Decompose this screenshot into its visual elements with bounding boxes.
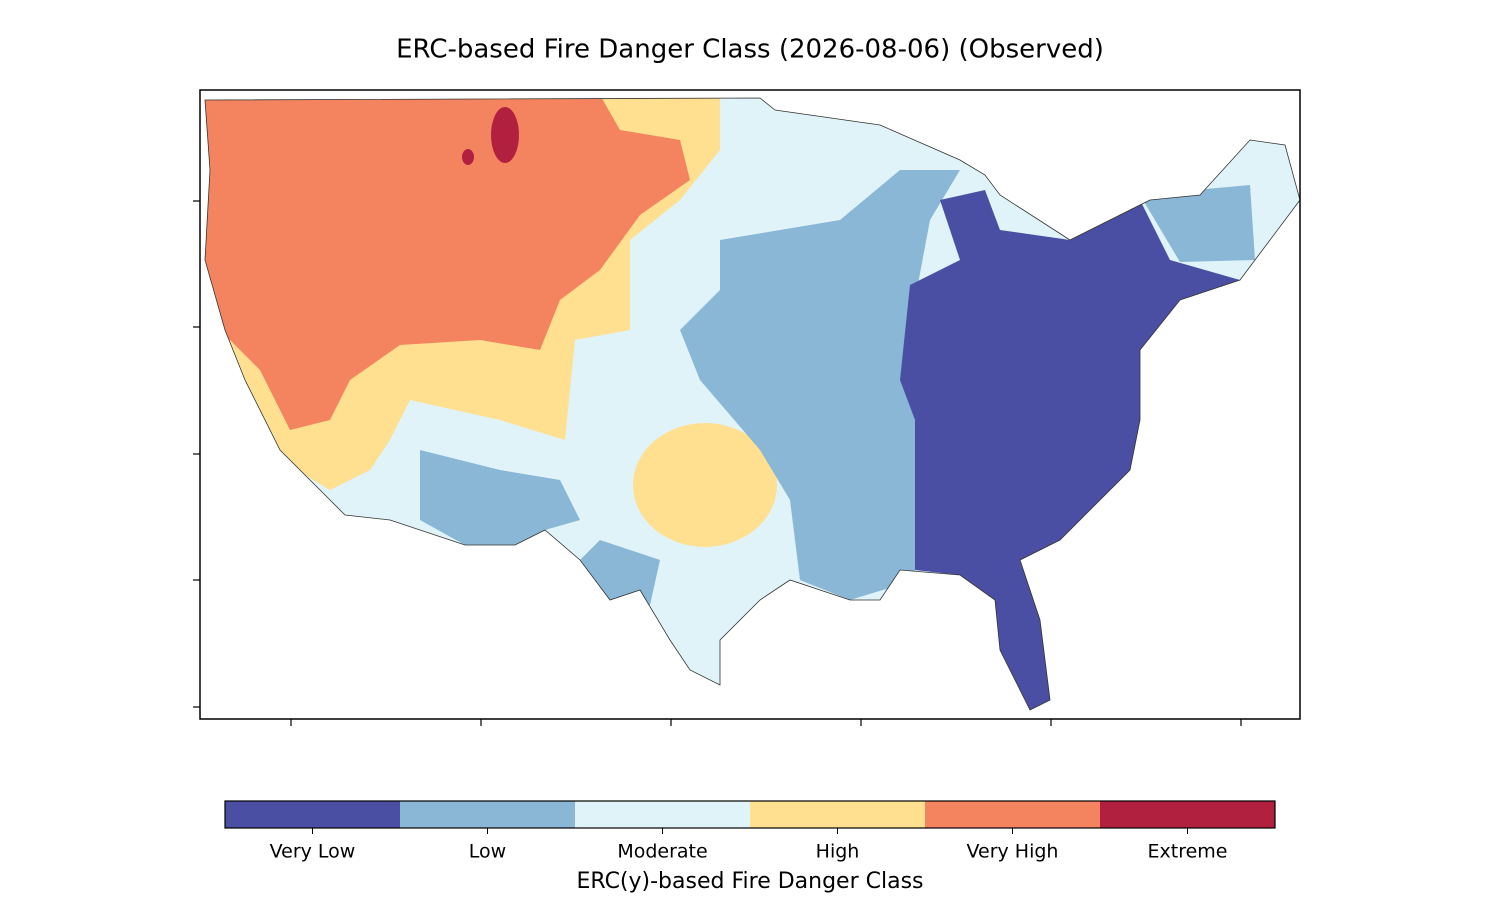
us-outline	[204, 97, 1301, 711]
colorbar-class-label: Low	[469, 841, 506, 863]
region-low	[1140, 185, 1255, 262]
colorbar: Very Low Low Moderate High Very High Extreme	[224, 800, 1276, 863]
colorbar-segment	[750, 801, 926, 828]
region-low	[420, 450, 580, 545]
map-frame	[199, 89, 1301, 720]
map-title: ERC-based Fire Danger Class (2026-08-06)…	[396, 35, 1104, 65]
colorbar-frame	[224, 800, 1276, 829]
region-very-low	[900, 190, 1240, 710]
colorbar-class-label: Very High	[967, 841, 1059, 863]
colorbar-class-label: High	[816, 841, 860, 863]
map-regions	[205, 98, 1300, 710]
colorbar-segment	[1100, 801, 1276, 828]
region-high	[633, 423, 777, 547]
region-very-high	[205, 98, 690, 430]
colorbar-segment	[400, 801, 576, 828]
region-low	[680, 170, 960, 600]
frame-ticks	[193, 200, 1242, 726]
colorbar-class-label: Very Low	[270, 841, 356, 863]
region-extreme	[491, 107, 519, 163]
colorbar-segment	[575, 801, 751, 828]
colorbar-label: ERC(y)-based Fire Danger Class	[576, 869, 923, 894]
colorbar-class-label: Moderate	[617, 841, 707, 863]
colorbar-segment	[925, 801, 1101, 828]
region-extreme	[462, 149, 474, 165]
colorbar-class-label: Extreme	[1148, 841, 1228, 863]
colorbar-segment	[225, 801, 401, 828]
